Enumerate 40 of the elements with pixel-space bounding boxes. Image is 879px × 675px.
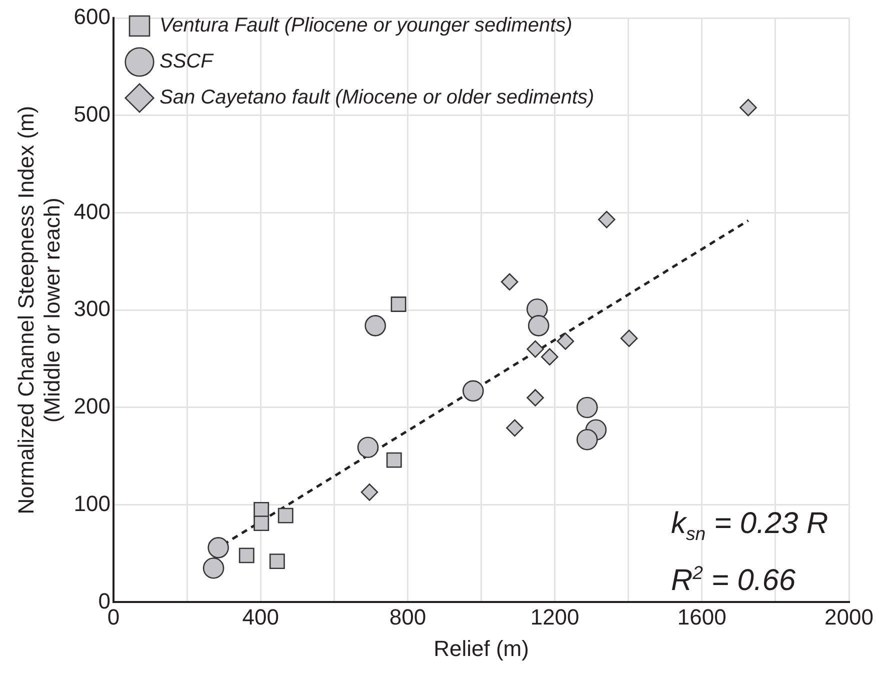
- y-tick-label: 500: [74, 101, 111, 126]
- point: [576, 396, 598, 418]
- point: [556, 332, 574, 350]
- point: [462, 380, 484, 402]
- point: [357, 436, 379, 458]
- point: [278, 508, 294, 524]
- point: [254, 516, 270, 532]
- y-tick-label: 400: [74, 198, 111, 224]
- point: [500, 273, 518, 291]
- x-tick-label: 1200: [530, 604, 580, 630]
- x-axis-title: Relief (m): [434, 636, 529, 661]
- point: [269, 554, 285, 570]
- y-tick-label: 100: [74, 490, 111, 516]
- point: [541, 348, 558, 366]
- point: [526, 389, 544, 406]
- legend-label: SSCF: [160, 50, 215, 73]
- point: [208, 537, 229, 558]
- legend-label: San Cayetano fault (Miocene or older sediments): [160, 86, 594, 109]
- point: [360, 484, 378, 501]
- x-tick-label: 2000: [824, 604, 874, 630]
- y-tick-label: 300: [74, 296, 111, 322]
- point: [390, 296, 406, 312]
- x-tick-label: 400: [242, 604, 279, 630]
- y-tick-label: 600: [74, 4, 111, 30]
- x-tick-label: 800: [389, 604, 426, 630]
- point: [526, 340, 544, 358]
- x-tick-label: 1600: [677, 604, 726, 630]
- y-axis-title: Normalized Channel Steepness Index (m) (Middle or lower reach): [13, 106, 65, 514]
- point: [386, 452, 402, 468]
- point: [576, 428, 598, 450]
- legend-label: Ventura Fault (Pliocene or younger sediments): [160, 14, 572, 37]
- point: [364, 315, 386, 336]
- y-tick-label: 200: [74, 394, 111, 419]
- point: [620, 330, 638, 347]
- point: [740, 98, 757, 116]
- point: [598, 210, 616, 228]
- point: [528, 315, 550, 336]
- point: [238, 548, 254, 564]
- point: [506, 419, 524, 437]
- point: [202, 557, 224, 579]
